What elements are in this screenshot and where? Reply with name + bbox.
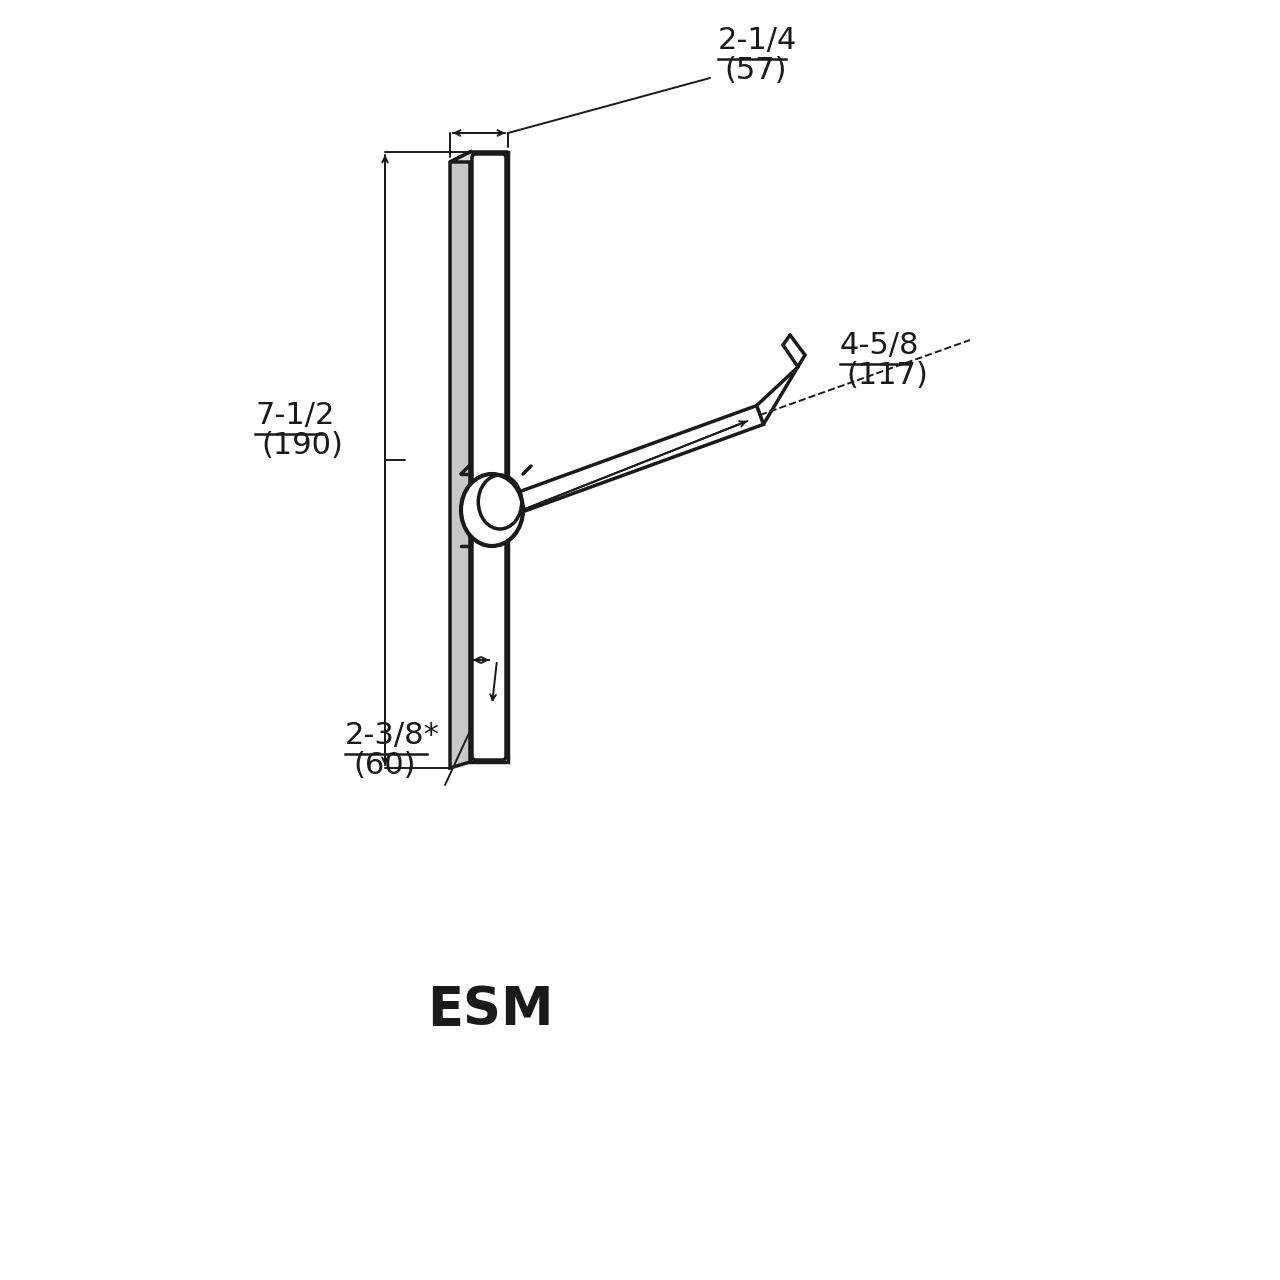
Polygon shape [508,406,763,515]
Polygon shape [451,152,470,768]
Polygon shape [451,152,508,163]
Text: (60): (60) [353,751,416,780]
Ellipse shape [461,474,524,547]
Text: (117): (117) [847,361,929,390]
Text: 2-3/8*: 2-3/8* [346,721,440,750]
Text: ESM: ESM [426,984,553,1036]
Text: (57): (57) [724,56,787,84]
FancyBboxPatch shape [472,154,506,760]
Text: 2-1/4: 2-1/4 [718,26,797,55]
Text: (190): (190) [262,431,344,460]
Text: 7-1/2: 7-1/2 [255,401,334,430]
Polygon shape [470,152,508,762]
Text: 4-5/8: 4-5/8 [840,332,919,360]
